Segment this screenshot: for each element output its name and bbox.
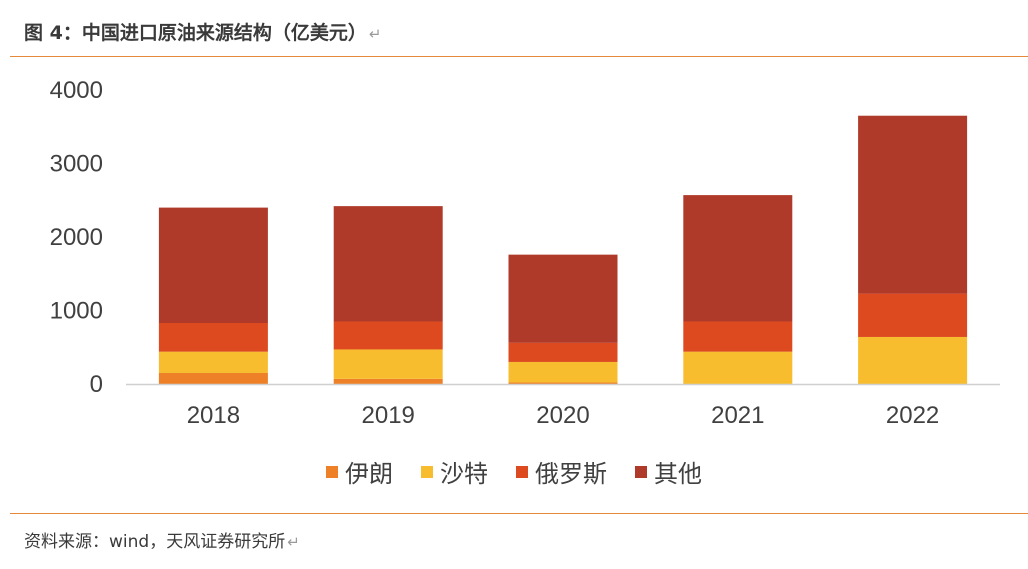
bar-segment-2020 [508,382,618,384]
bar-segment-2022 [858,336,968,384]
bar-segment-2020 [508,361,618,383]
legend-swatch [421,465,433,478]
bar-segment-2019 [333,321,443,350]
chart-title-text: 图 4：中国进口原油来源结构（亿美元） [24,22,367,44]
bar-segment-2022 [858,115,968,294]
bar-segment-2020 [508,342,618,362]
stacked-bar-chart: 0 1000 2000 3000 4000 2018 2019 2020 2021 2022 [50,77,1000,429]
bar-segment-2019 [333,378,443,384]
legend-item: 沙特 [421,454,488,489]
x-axis-ticks: 2018 2019 2020 2021 2022 [187,402,940,429]
bar-segment-2022 [858,293,968,337]
legend-label: 其他 [654,460,702,488]
legend-item: 俄罗斯 [516,454,607,489]
legend-swatch [516,465,528,478]
x-tick-label: 2022 [886,402,939,429]
bar-segment-2018 [158,207,268,323]
source-note: 资料来源：wind，天风证券研究所 ↵ [24,527,300,552]
bar-segment-2018 [158,351,268,373]
return-mark-icon: ↵ [287,533,300,551]
x-tick-label: 2019 [362,402,415,429]
source-text: 资料来源：wind，天风证券研究所 [24,532,286,552]
legend-label: 伊朗 [345,460,393,488]
bar-segment-2021 [683,321,793,352]
bar-segment-2018 [158,322,268,352]
y-tick-label: 1000 [50,298,103,325]
x-tick-label: 2021 [711,402,764,429]
x-tick-label: 2020 [536,402,589,429]
legend-swatch [326,465,338,478]
bar-segment-2019 [333,349,443,379]
y-tick-label: 4000 [50,77,103,104]
y-tick-label: 2000 [50,224,103,251]
bar-segment-2018 [158,372,268,384]
x-tick-label: 2018 [187,402,240,429]
title-divider [10,56,1028,57]
y-tick-label: 3000 [50,151,103,178]
legend-item: 其他 [635,454,702,489]
bar-segment-2021 [683,351,793,384]
bar-segment-2019 [333,206,443,322]
y-tick-label: 0 [90,371,103,398]
bar-segment-2021 [683,195,793,322]
legend-label: 俄罗斯 [535,460,607,488]
y-axis-ticks: 0 1000 2000 3000 4000 [50,77,103,398]
chart-title: 图 4：中国进口原油来源结构（亿美元） ↵ [24,18,381,45]
bar-stacks [158,115,968,384]
source-divider [10,513,1028,514]
legend-label: 沙特 [440,460,488,488]
chart-legend: 伊朗 沙特 俄罗斯 其他 [0,454,1028,489]
legend-item: 伊朗 [326,454,393,489]
bar-segment-2020 [508,254,618,343]
legend-swatch [635,465,647,478]
return-mark-icon: ↵ [368,25,382,43]
